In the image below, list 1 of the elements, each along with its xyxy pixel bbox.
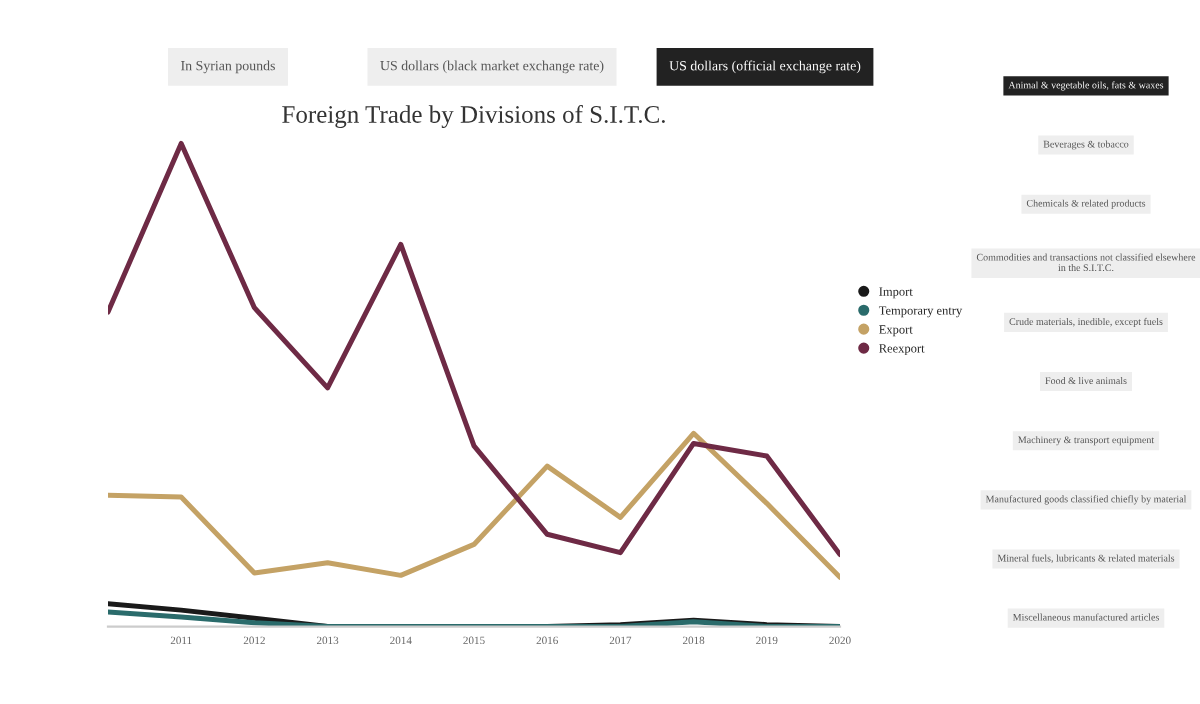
chart-title: Foreign Trade by Divisions of S.I.T.C. (282, 105, 665, 129)
